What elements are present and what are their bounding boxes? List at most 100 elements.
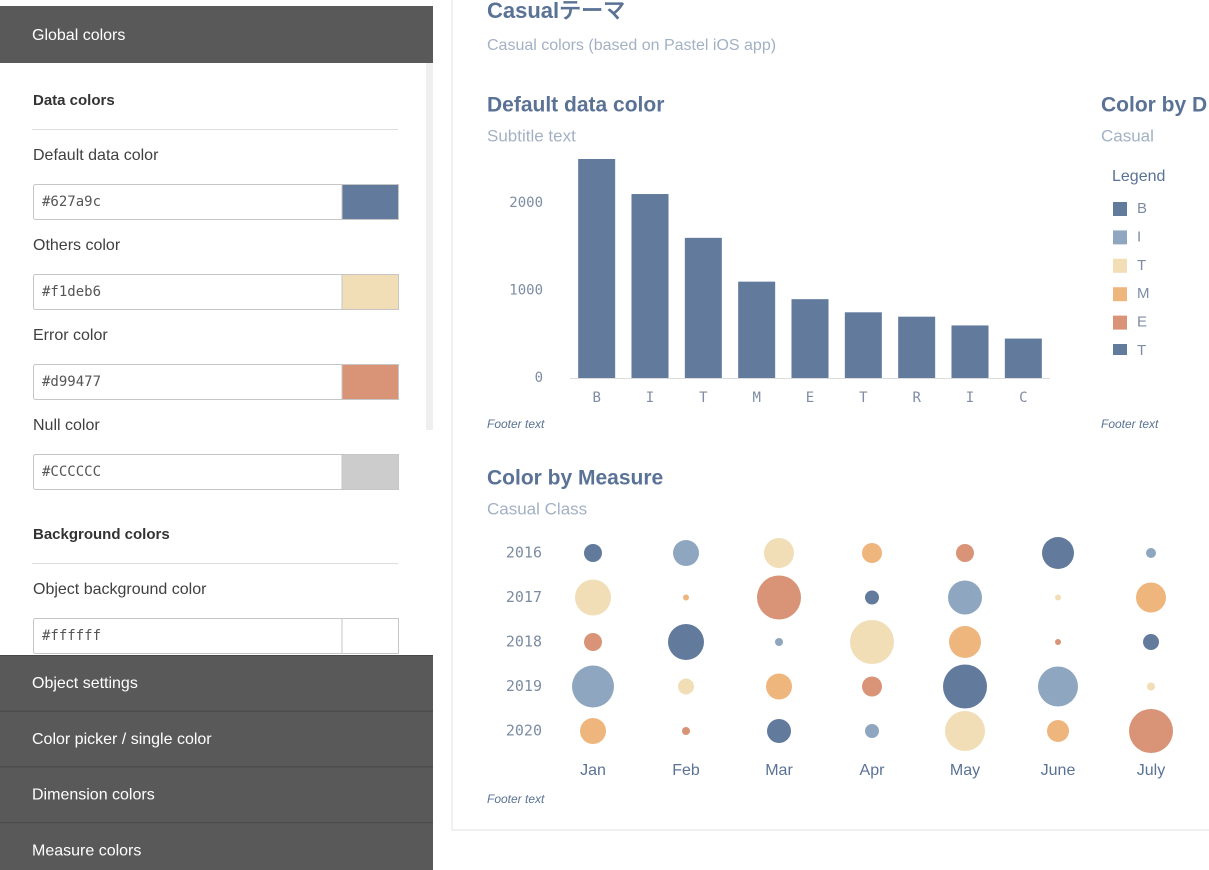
x-tick-label: I (646, 390, 654, 406)
color-input-value: #f1deb6 (42, 284, 101, 300)
bubble (757, 575, 801, 620)
sidebar-header-text: Global colors (32, 27, 125, 44)
bubble (865, 590, 879, 605)
bar (738, 281, 776, 378)
bubble (945, 711, 985, 751)
y-tick-label: 0 (535, 370, 543, 386)
bubble (1147, 682, 1155, 691)
bubble (865, 724, 879, 738)
chart-subtitle: Casual Class (487, 499, 587, 518)
legend-swatch (1113, 315, 1127, 330)
bubble (949, 626, 981, 658)
menu-item[interactable] (0, 822, 433, 870)
bubble (1055, 639, 1061, 645)
bubble (956, 544, 974, 562)
bar (951, 325, 989, 378)
bubble (943, 664, 987, 709)
color-swatch[interactable] (341, 274, 399, 310)
color-input-value: #ffffff (42, 628, 101, 644)
chart-subtitle: Casual (1101, 126, 1154, 145)
chart-subtitle: Subtitle text (487, 126, 576, 145)
bar (578, 159, 616, 378)
sidebar-header (0, 6, 433, 63)
field-label: Default data color (33, 147, 159, 164)
x-tick-label: T (699, 390, 708, 406)
legend-label: B (1137, 200, 1147, 217)
color-swatch[interactable] (341, 184, 399, 220)
chart-title: Color by Measure (487, 467, 663, 490)
bubble (1143, 634, 1159, 650)
color-input-value: #CCCCCC (42, 464, 101, 480)
menu-label: Dimension colors (32, 787, 155, 804)
color-input-value: #d99477 (42, 374, 101, 390)
chart-footer: Footer text (487, 792, 545, 806)
bubble (766, 673, 792, 700)
y-tick-label: 2020 (506, 722, 542, 740)
x-tick-label: I (966, 390, 974, 406)
bubble (1146, 548, 1156, 558)
x-tick-label: C (1019, 390, 1027, 406)
legend-swatch (1113, 344, 1127, 355)
legend-label: M (1137, 285, 1150, 302)
color-swatch[interactable] (341, 364, 399, 400)
field-label: Others color (33, 237, 121, 254)
color-swatch[interactable] (341, 454, 399, 490)
menu-item[interactable] (0, 655, 433, 711)
bubble (775, 638, 783, 646)
menu-label: Measure colors (32, 842, 141, 859)
y-tick-label: 2016 (506, 544, 542, 562)
y-tick-label: 2018 (506, 633, 542, 651)
panel (451, 0, 1209, 831)
bubble (767, 719, 791, 743)
x-tick-label: Apr (860, 762, 886, 779)
y-tick-label: 2019 (506, 677, 542, 695)
menu-item[interactable] (0, 710, 433, 767)
x-tick-label: Jan (580, 762, 606, 779)
legend-swatch (1113, 258, 1127, 273)
legend-swatch (1113, 202, 1127, 216)
bubble (862, 543, 882, 563)
bubble (678, 678, 694, 695)
scrollbar (426, 63, 433, 430)
section-heading: Background colors (33, 526, 170, 543)
section-heading: Data colors (33, 92, 115, 109)
field-label: Object background color (33, 581, 207, 598)
bar (791, 299, 829, 378)
color-swatch[interactable] (341, 618, 399, 654)
bubble (862, 676, 882, 697)
bar (1004, 338, 1042, 378)
bubble (1047, 720, 1069, 742)
theme-subtitle: Casual colors (based on Pastel iOS app) (487, 37, 776, 54)
theme-title: Casualテーマ (487, 0, 625, 23)
legend-label: T (1137, 342, 1146, 359)
x-tick-label: B (592, 390, 600, 406)
bubble (673, 540, 699, 566)
bubble (1055, 594, 1061, 601)
menu-label: Object settings (32, 675, 138, 692)
bubble (948, 580, 982, 615)
x-tick-label: Feb (672, 762, 700, 779)
legend-label: I (1137, 228, 1141, 245)
menu-label: Color picker / single color (32, 731, 212, 748)
chart-footer: Footer text (1101, 417, 1159, 431)
legend-label: E (1137, 314, 1147, 331)
menu-item[interactable] (0, 766, 433, 823)
x-tick-label: R (912, 390, 921, 406)
x-tick-label: July (1137, 762, 1165, 779)
bubble (580, 718, 606, 744)
field-label: Error color (33, 327, 108, 344)
bubble (1042, 537, 1074, 569)
legend-label: T (1137, 257, 1146, 274)
chart-title: Color by D (1101, 94, 1207, 117)
bubble (682, 727, 690, 735)
y-tick-label: 2017 (506, 588, 542, 606)
x-tick-label: E (806, 390, 814, 406)
legend-title: Legend (1112, 168, 1165, 185)
y-tick-label: 2000 (509, 195, 543, 211)
bar (898, 316, 936, 378)
bubble (850, 620, 894, 664)
bubble (584, 544, 602, 562)
